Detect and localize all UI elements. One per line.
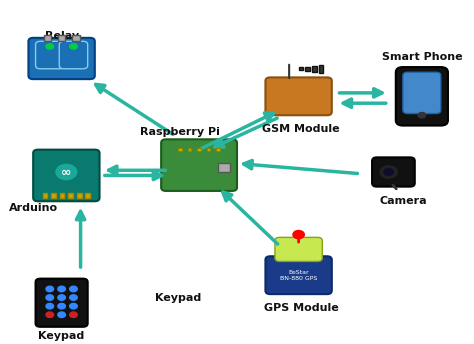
Circle shape [56,164,77,180]
Text: GPS Module: GPS Module [264,303,338,313]
Text: Keypad: Keypad [38,331,85,342]
Text: Keypad: Keypad [155,292,201,303]
Circle shape [46,303,54,309]
Bar [72,35,80,41]
Bar [85,193,90,198]
Bar [43,193,47,198]
Bar [312,66,317,72]
Bar [299,67,303,70]
FancyBboxPatch shape [36,41,64,69]
Circle shape [70,286,77,292]
FancyBboxPatch shape [265,77,332,115]
FancyBboxPatch shape [275,237,322,261]
Circle shape [58,286,65,292]
FancyBboxPatch shape [396,67,448,126]
Bar [216,148,220,151]
Bar [178,148,182,151]
Bar [58,35,65,41]
Bar [188,148,191,151]
Text: ∞: ∞ [61,165,72,179]
Circle shape [384,169,393,175]
Circle shape [70,303,77,309]
Circle shape [70,44,77,49]
Circle shape [418,112,426,118]
Text: Relay: Relay [45,31,79,41]
Circle shape [58,303,65,309]
Bar [207,148,210,151]
Bar [68,193,73,198]
Circle shape [46,312,54,318]
Circle shape [70,312,77,318]
Circle shape [58,295,65,300]
Text: Camera: Camera [379,196,427,206]
Circle shape [46,295,54,300]
FancyBboxPatch shape [403,72,441,114]
Circle shape [58,312,65,318]
Text: Smart Phone: Smart Phone [382,52,462,62]
Circle shape [380,166,397,178]
Text: Arduino: Arduino [9,203,58,213]
FancyBboxPatch shape [36,279,88,327]
Bar [305,67,310,71]
FancyBboxPatch shape [265,256,332,294]
FancyBboxPatch shape [28,38,95,79]
Circle shape [70,295,77,300]
Text: GSM Module: GSM Module [262,124,340,134]
Bar [77,193,82,198]
Bar [197,148,201,151]
Circle shape [46,286,54,292]
Circle shape [293,230,304,239]
Bar [44,35,51,41]
FancyBboxPatch shape [372,158,415,187]
FancyBboxPatch shape [33,150,100,201]
Bar [319,65,323,73]
FancyBboxPatch shape [59,41,88,69]
Bar [218,163,230,172]
Circle shape [46,44,54,49]
Bar [60,193,64,198]
Bar [51,193,56,198]
Text: EeStar
BN-880 GPS: EeStar BN-880 GPS [280,270,317,281]
Text: Raspberry Pi: Raspberry Pi [140,127,220,138]
FancyBboxPatch shape [161,139,237,191]
